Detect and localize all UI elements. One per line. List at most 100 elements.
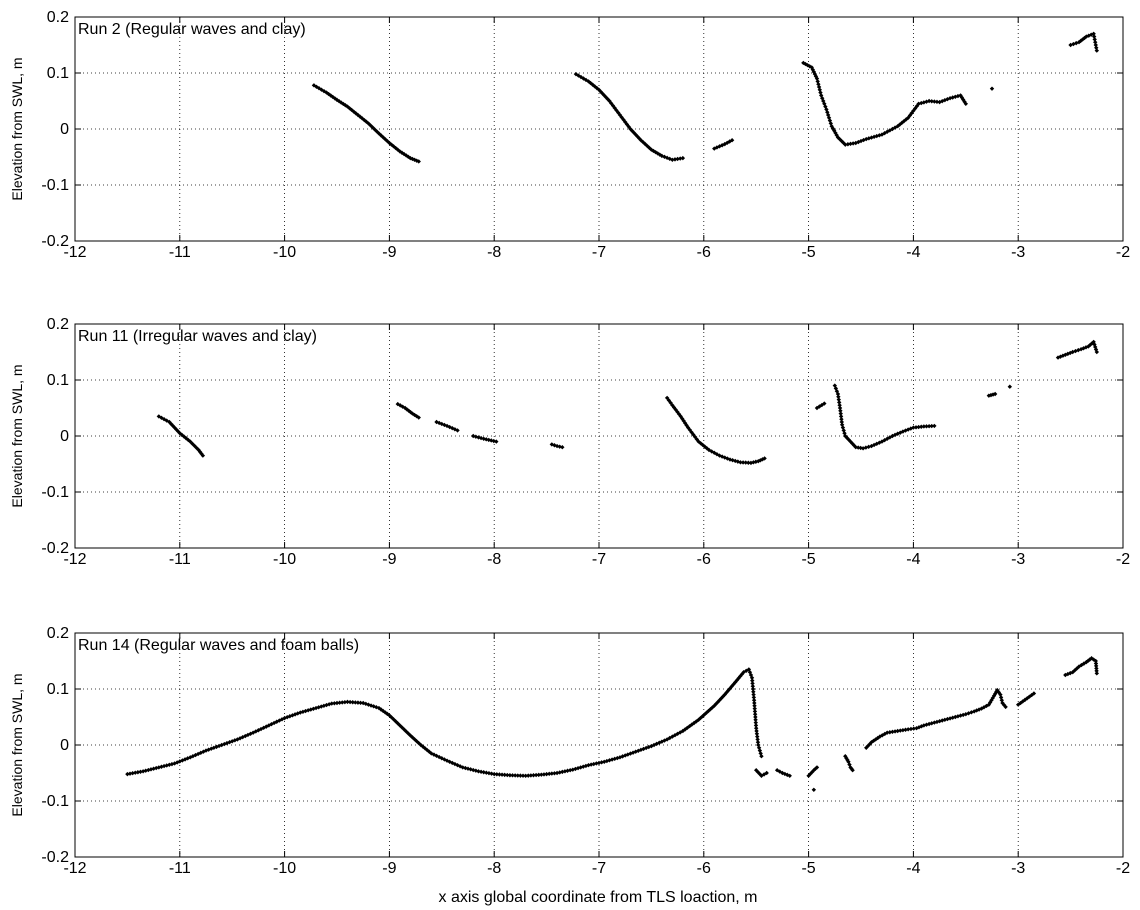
data-point	[600, 91, 605, 96]
y-axis-label: Elevation from SWL, m	[9, 57, 25, 200]
data-point	[892, 432, 898, 438]
data-point	[416, 159, 421, 164]
data-point	[539, 772, 544, 777]
data-point	[431, 752, 437, 757]
data-point	[583, 763, 589, 769]
data-point	[161, 763, 167, 769]
data-point	[235, 737, 240, 742]
data-point	[324, 90, 329, 95]
data-point	[955, 714, 961, 719]
data-point	[497, 772, 502, 777]
data-point	[836, 394, 841, 399]
data-point	[1094, 48, 1099, 53]
data-point	[1080, 37, 1085, 42]
data-point	[1093, 40, 1098, 45]
x-tick-label: -2	[1116, 244, 1130, 261]
x-tick-label: -3	[1011, 860, 1025, 877]
data-point	[1068, 42, 1073, 48]
data-point	[211, 745, 217, 750]
panel-title: Run 11 (Irregular waves and clay)	[78, 328, 317, 345]
data-point	[1079, 662, 1084, 668]
data-point	[960, 97, 966, 102]
data-point	[502, 772, 507, 778]
data-point	[905, 115, 911, 120]
data-point	[541, 772, 547, 777]
data-point	[754, 726, 759, 731]
data-point	[874, 441, 879, 447]
data-point	[947, 716, 953, 721]
data-point	[1093, 663, 1099, 669]
data-point	[753, 720, 758, 725]
data-point	[1027, 694, 1032, 699]
data-point	[387, 713, 392, 718]
data-point	[755, 737, 760, 742]
data-point	[869, 135, 874, 140]
data-point	[628, 126, 633, 132]
data-point	[1024, 696, 1030, 701]
data-point	[181, 434, 187, 439]
data-point	[271, 720, 277, 726]
data-point	[408, 733, 413, 738]
data-point	[248, 731, 253, 736]
data-point	[818, 90, 823, 95]
data-point	[736, 676, 741, 681]
data-point	[1089, 656, 1094, 661]
data-point	[447, 759, 452, 764]
data-point	[649, 147, 654, 152]
data-point	[969, 710, 974, 715]
data-point	[484, 770, 489, 775]
data-point	[940, 98, 945, 104]
data-point	[740, 460, 746, 465]
data-point	[960, 712, 966, 718]
x-tick-label: -4	[906, 244, 920, 261]
data-point	[1003, 704, 1008, 710]
data-point	[277, 718, 282, 723]
data-point	[203, 748, 209, 753]
data-point	[378, 707, 384, 712]
data-point	[612, 756, 617, 762]
data-point	[554, 443, 560, 449]
data-point	[739, 672, 745, 677]
data-point	[871, 738, 876, 743]
data-point	[758, 751, 763, 756]
data-point	[848, 141, 853, 147]
data-point	[1081, 661, 1087, 666]
data-point	[206, 747, 211, 752]
data-point	[609, 757, 615, 762]
data-point	[1018, 700, 1023, 706]
data-point	[691, 432, 696, 437]
data-point	[890, 729, 895, 735]
data-point	[455, 762, 460, 768]
data-point	[759, 773, 764, 778]
data-point	[869, 443, 874, 449]
data-point	[180, 758, 185, 763]
x-tick-label: -10	[273, 244, 296, 261]
x-tick-label: -2	[1116, 551, 1130, 568]
data-point	[850, 768, 855, 773]
data-point	[1020, 699, 1025, 704]
data-point	[494, 439, 499, 444]
data-point	[518, 773, 523, 778]
data-point	[666, 398, 672, 403]
data-point	[843, 754, 848, 759]
data-point	[1092, 37, 1097, 42]
data-point	[172, 761, 177, 766]
data-point	[319, 704, 324, 709]
data-point	[760, 457, 765, 462]
data-point	[1073, 40, 1079, 46]
data-point	[1086, 33, 1091, 38]
y-tick-label: 0	[60, 737, 69, 754]
data-point	[653, 149, 658, 155]
data-point	[672, 157, 678, 162]
data-point	[899, 120, 905, 126]
data-point	[689, 430, 694, 435]
data-point	[476, 769, 481, 774]
data-point	[822, 401, 827, 406]
data-point	[237, 736, 243, 741]
data-point	[900, 727, 906, 733]
data-point	[803, 61, 808, 67]
data-point	[1078, 347, 1084, 352]
data-point	[1091, 31, 1096, 36]
data-point	[1063, 352, 1068, 357]
data-point	[911, 726, 916, 731]
